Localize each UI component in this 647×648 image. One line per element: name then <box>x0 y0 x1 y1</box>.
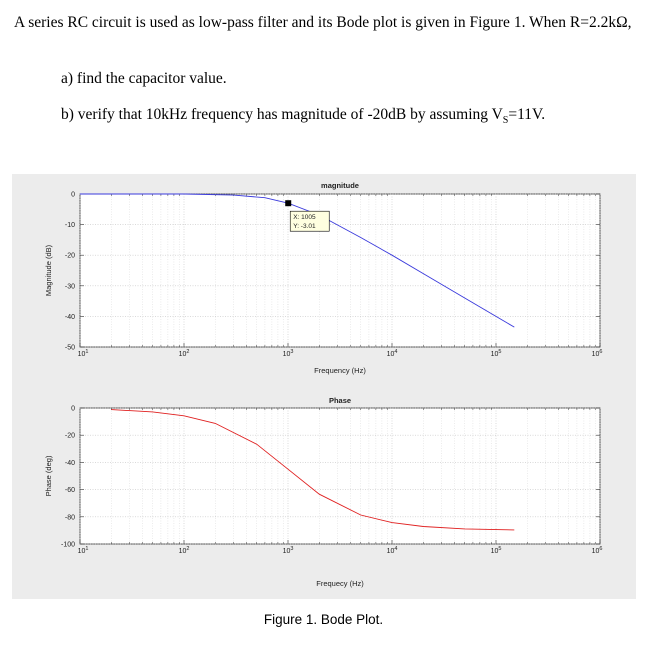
question-a: a) find the capacitor value. <box>61 70 227 87</box>
phase-title: Phase <box>329 396 351 405</box>
magnitude-x-axis-label: Frequency (Hz) <box>314 366 366 375</box>
phase-x-axis-label: Frequecy (Hz) <box>316 579 364 588</box>
magnitude-x-tick-label: 105 <box>491 349 502 358</box>
magnitude-plot-area <box>79 193 601 348</box>
phase-x-tick-label: 104 <box>387 546 398 555</box>
datatip-box <box>289 210 330 232</box>
phase-x-tick-label: 101 <box>78 546 89 555</box>
phase-y-tick-label: -40 <box>65 460 75 467</box>
question-b: b) verify that 10kHz frequency has magni… <box>61 106 545 126</box>
phase-x-tick-label: 105 <box>491 546 502 555</box>
magnitude-y-tick-label: -10 <box>65 222 75 229</box>
phase-series-line <box>111 409 515 531</box>
phase-x-tick-label: 103 <box>283 546 294 555</box>
magnitude-y-tick-label: -30 <box>65 283 75 290</box>
magnitude-x-tick-label: 103 <box>283 349 294 358</box>
phase-y-tick-label: -100 <box>61 542 75 549</box>
magnitude-x-tick-label: 102 <box>179 349 190 358</box>
phase-x-tick-label: 102 <box>179 546 190 555</box>
magnitude-y-tick-label: -20 <box>65 253 75 260</box>
magnitude-y-axis-label: Magnitude (dB) <box>44 244 53 296</box>
datatip-marker <box>285 200 292 207</box>
magnitude-y-tick-label: 0 <box>71 192 75 199</box>
datatip-x-label: X: 1005 <box>293 214 316 221</box>
magnitude-x-tick-label: 101 <box>78 349 89 358</box>
question-b-subscript: S <box>502 115 509 127</box>
magnitude-x-tick-label: 106 <box>592 349 603 358</box>
phase-plot-area <box>79 407 601 545</box>
magnitude-title: magnitude <box>321 181 359 190</box>
phase-y-tick-label: -80 <box>65 514 75 521</box>
magnitude-y-tick-label: -40 <box>65 314 75 321</box>
phase-y-axis-label: Phase (deg) <box>44 455 53 496</box>
phase-y-tick-label: -60 <box>65 487 75 494</box>
magnitude-series-line <box>80 193 515 328</box>
datatip-y-label: Y: -3.01 <box>293 223 316 230</box>
bode-plot-svg: 101 102 103 104 105 106 0 -10 -20 -30 -40 -50 magnit… <box>44 181 603 588</box>
phase-y-tick-label: -20 <box>65 433 75 440</box>
bode-plot-figure: 101 102 103 104 105 106 0 -10 -20 -30 -40 -50 magnit… <box>12 174 636 599</box>
magnitude-x-tick-label: 104 <box>387 349 398 358</box>
problem-statement: A series RC circuit is used as low-pass … <box>14 14 632 31</box>
question-b-text: b) verify that 10kHz frequency has magni… <box>61 106 503 123</box>
question-b-suffix: =11V. <box>508 106 546 123</box>
magnitude-y-tick-label: -50 <box>65 345 75 352</box>
figure-caption: Figure 1. Bode Plot. <box>263 612 384 627</box>
phase-y-tick-label: 0 <box>71 406 75 413</box>
phase-x-tick-label: 106 <box>592 546 603 555</box>
